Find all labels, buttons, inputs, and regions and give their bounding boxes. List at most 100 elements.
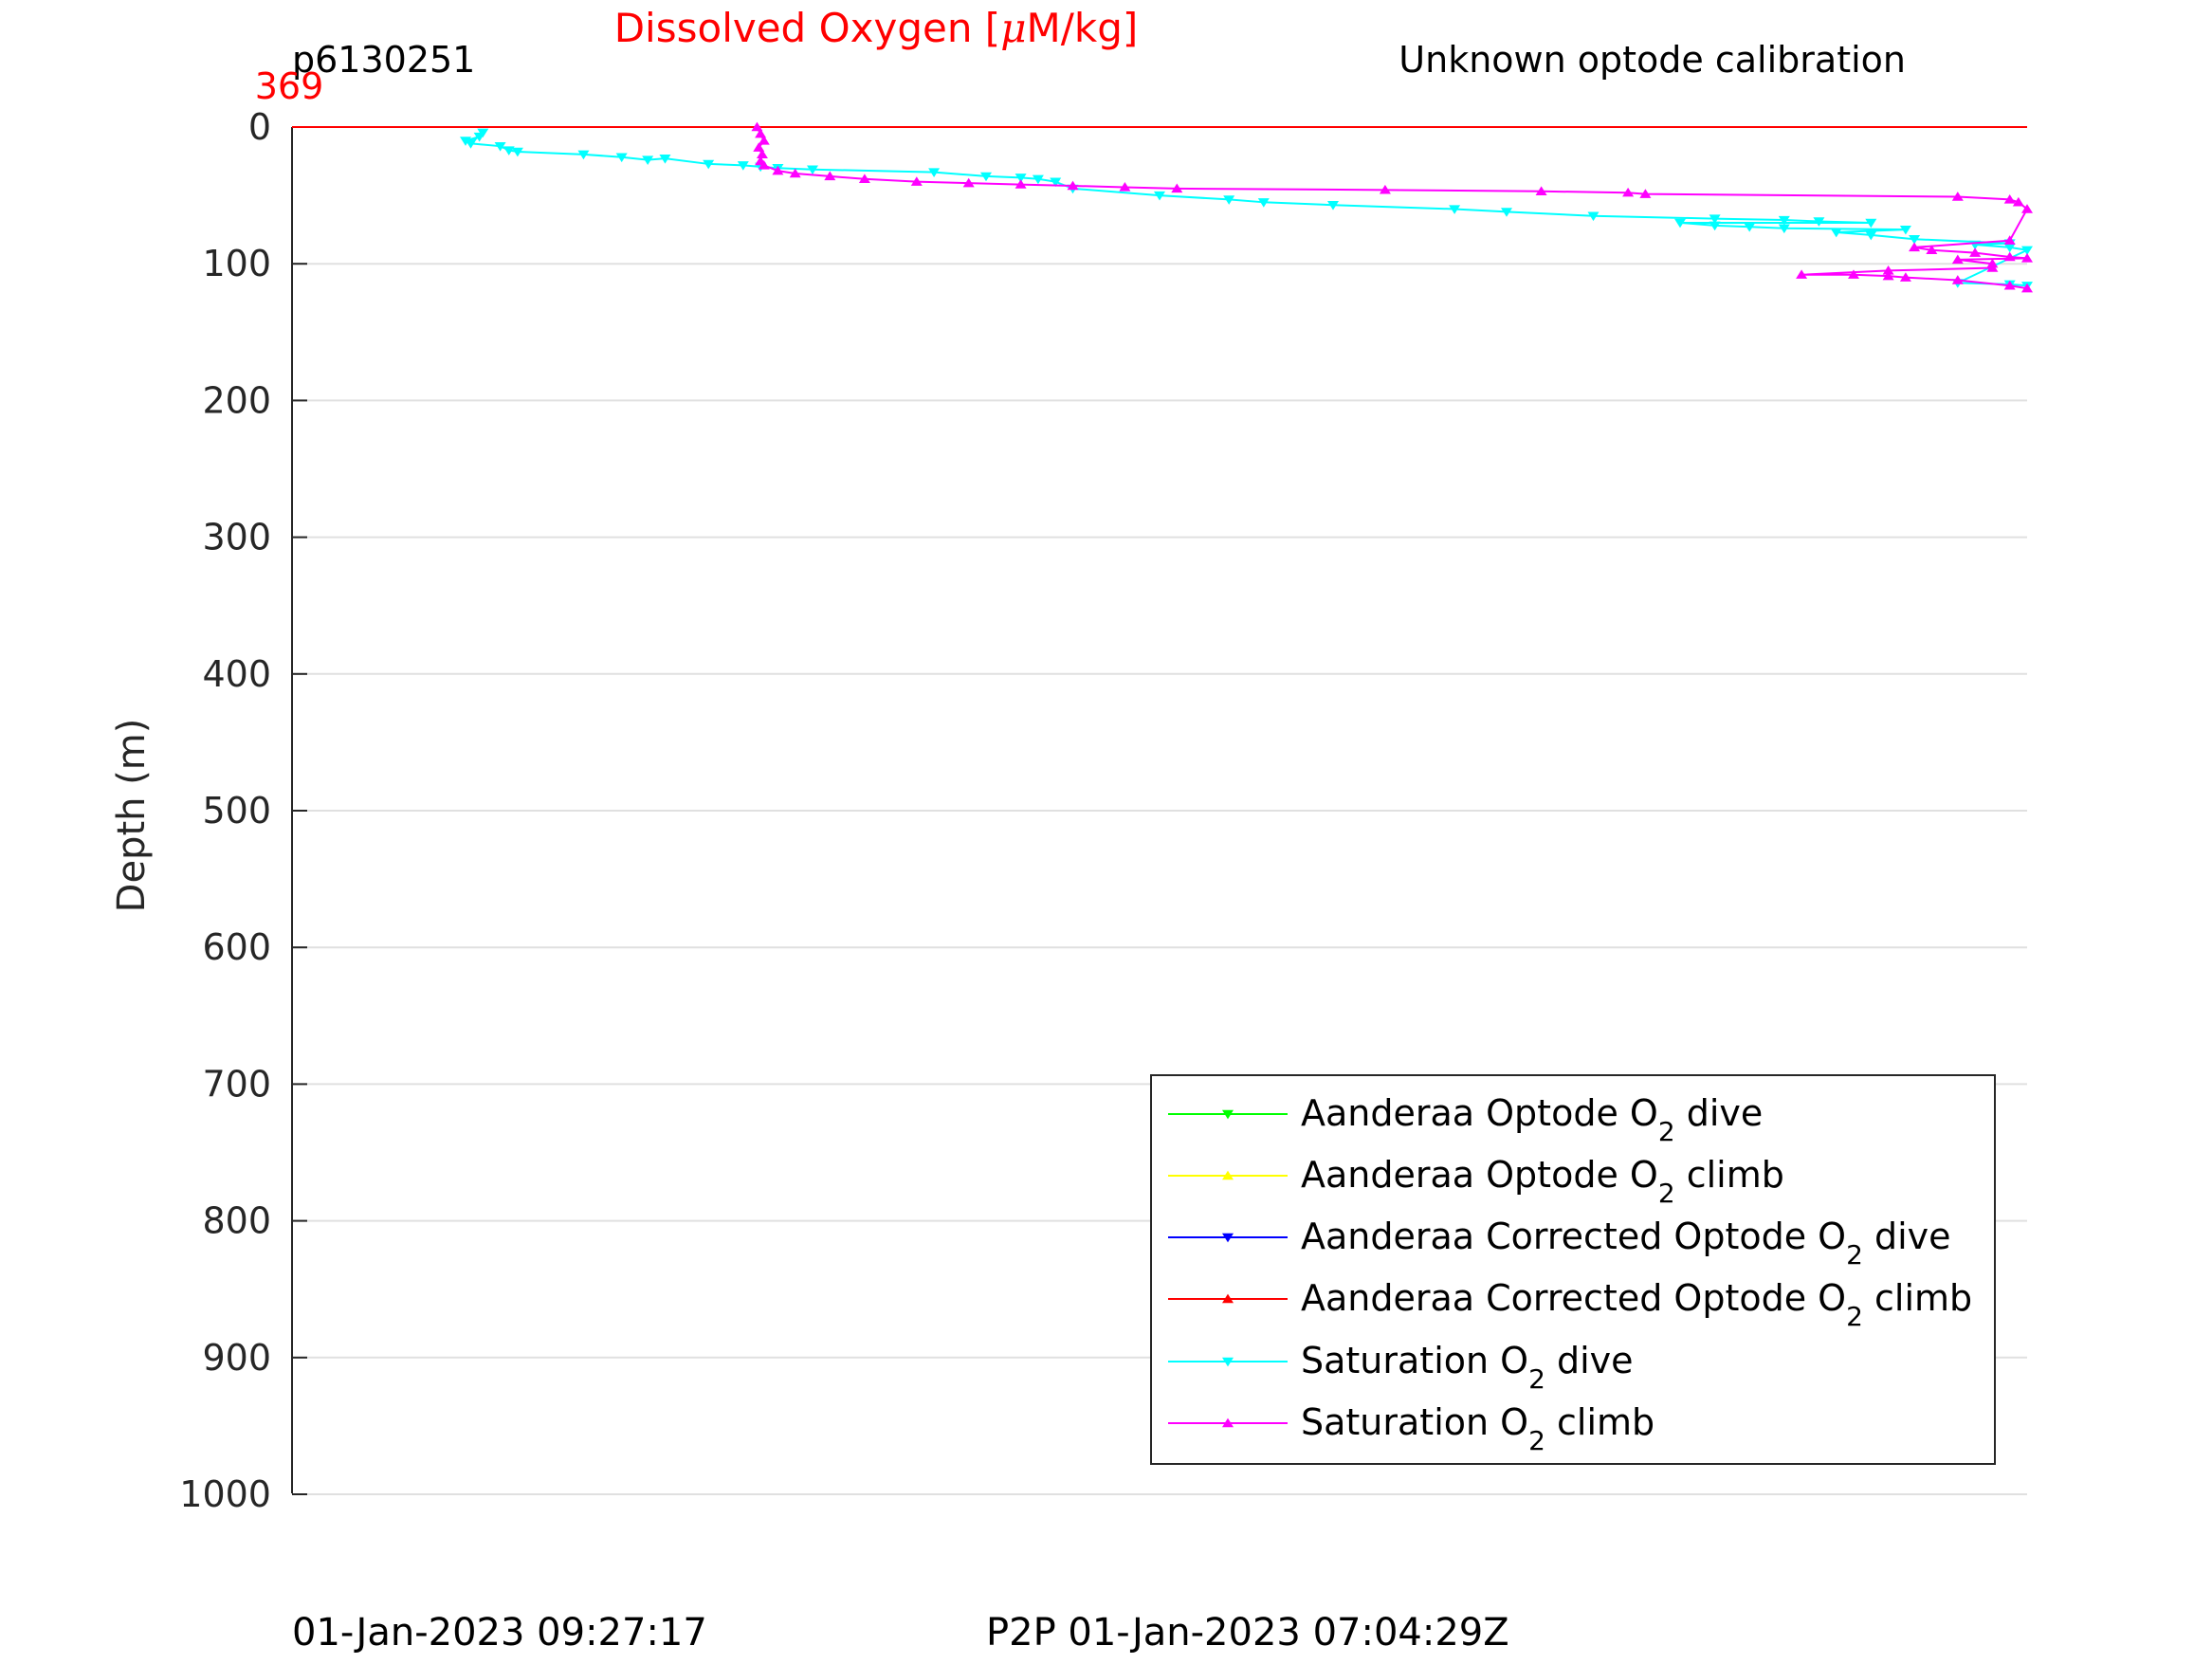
data-point [1796, 269, 1808, 279]
data-point [789, 168, 801, 178]
y-tick-label: 400 [202, 653, 271, 695]
legend-swatch-marker [1222, 1417, 1234, 1428]
chart-title-mu: μ [1000, 5, 1026, 51]
data-point [1813, 217, 1825, 227]
chart-title: Dissolved Oxygen [μM/kg] [614, 5, 1139, 51]
data-point [980, 172, 992, 182]
p2p-label: P2P 01-Jan-2023 07:04:29Z [986, 1611, 1509, 1655]
legend-label: Saturation O2 dive [1301, 1340, 1634, 1395]
data-point [807, 165, 818, 175]
legend-swatch-marker [1222, 1357, 1234, 1367]
data-point [1969, 247, 1982, 257]
data-point [1587, 211, 1600, 222]
data-point [642, 155, 654, 166]
data-point [1709, 221, 1721, 231]
data-point [2003, 194, 2016, 204]
data-point [758, 159, 770, 170]
data-point [477, 128, 489, 138]
data-point [1449, 205, 1461, 214]
data-point [1171, 183, 1183, 193]
data-point [1015, 179, 1027, 189]
data-point [1986, 263, 1999, 272]
data-point [615, 153, 628, 163]
y-tick-label: 800 [202, 1200, 271, 1242]
data-point [703, 159, 715, 170]
data-point [1674, 218, 1686, 229]
data-point [1015, 174, 1027, 183]
legend-label: Saturation O2 climb [1301, 1401, 1654, 1456]
data-point [659, 154, 671, 164]
y-tick-label: 100 [202, 243, 271, 284]
data-point [2003, 235, 2016, 245]
data-point [460, 137, 471, 146]
top-value-label: 369 [255, 65, 324, 107]
data-point [2012, 196, 2024, 207]
data-point [858, 174, 870, 183]
data-point [1848, 269, 1859, 279]
y-tick-label: 500 [202, 790, 271, 832]
y-tick-label: 600 [202, 926, 271, 968]
data-point [1154, 191, 1165, 201]
legend-label: Aanderaa Optode O2 climb [1301, 1154, 1784, 1209]
legend-box [1150, 1074, 1996, 1465]
data-point [1639, 189, 1652, 198]
data-point [756, 149, 768, 159]
timestamp-label: 01-Jan-2023 09:27:17 [292, 1611, 707, 1655]
data-point [1327, 200, 1339, 210]
data-point [511, 147, 523, 157]
data-point [1535, 186, 1547, 195]
data-point [1882, 270, 1894, 281]
data-point [1778, 215, 1790, 226]
legend-swatch-marker [1222, 1109, 1234, 1120]
data-point [1119, 182, 1131, 192]
data-point [1223, 195, 1235, 205]
y-tick-label: 200 [202, 379, 271, 421]
data-point [1899, 225, 1911, 235]
data-point [1926, 245, 1938, 254]
data-point [1865, 230, 1877, 241]
data-point [503, 146, 515, 155]
data-point [1951, 254, 1964, 265]
legend-swatch-marker [1222, 1170, 1234, 1180]
file-label: p6130251 [292, 39, 475, 81]
data-point [737, 161, 749, 171]
data-point [1830, 228, 1842, 238]
y-axis-label: Depth (m) [110, 719, 154, 913]
data-point [1951, 275, 1964, 284]
y-tick-label: 700 [202, 1063, 271, 1105]
data-point [1067, 180, 1079, 191]
series-line [465, 132, 2031, 287]
data-point [1778, 224, 1790, 234]
legend-label: Aanderaa Corrected Optode O2 climb [1301, 1277, 1972, 1332]
data-series [292, 121, 2033, 293]
data-point [753, 142, 765, 152]
data-point [928, 168, 941, 177]
data-point [494, 141, 506, 152]
data-point [2021, 204, 2033, 213]
data-point [1909, 235, 1921, 245]
data-point [1909, 242, 1921, 252]
legend-label: Aanderaa Corrected Optode O2 dive [1301, 1216, 1951, 1271]
chart-title-start: Dissolved Oxygen [ [614, 5, 1000, 51]
data-point [1882, 265, 1894, 275]
data-point [1257, 198, 1270, 208]
data-point [465, 139, 477, 149]
data-point [758, 136, 770, 145]
data-point [577, 150, 590, 160]
data-point [1032, 174, 1044, 185]
data-point [1622, 187, 1635, 197]
y-tick-label: 900 [202, 1337, 271, 1379]
y-tick-label: 300 [202, 517, 271, 558]
chart-title-end: M/kg] [1027, 5, 1139, 51]
legend-entries: Aanderaa Optode O2 dive Aanderaa Optode O… [1168, 1092, 1972, 1456]
data-point [1501, 208, 1512, 217]
y-axis-ticks: 0 100 200 300 400 500 600 700 800 900 1000 [179, 106, 307, 1515]
data-point [1379, 184, 1391, 194]
data-point [910, 176, 923, 186]
y-tick-label: 1000 [179, 1473, 271, 1515]
y-tick-label: 0 [248, 106, 271, 148]
calibration-label: Unknown optode calibration [1398, 39, 1906, 81]
data-point [2003, 280, 2016, 290]
